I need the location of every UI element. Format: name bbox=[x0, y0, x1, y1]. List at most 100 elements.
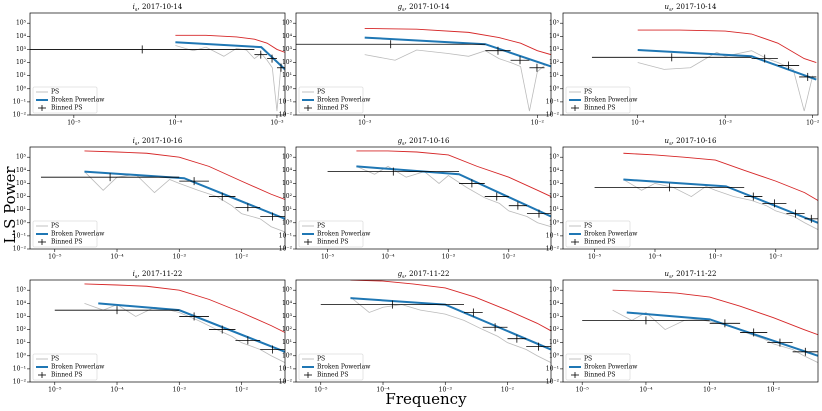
y-tick-label: 10³ bbox=[282, 313, 293, 320]
panel-title: gs, 2017-10-16 bbox=[398, 137, 450, 147]
legend-box bbox=[298, 86, 364, 114]
y-tick-label: 10⁻² bbox=[279, 379, 293, 386]
y-tick-label: 10² bbox=[282, 59, 293, 66]
y-tick-label: 10⁴ bbox=[282, 167, 293, 174]
panel: is, 2017-10-16 10⁻⁵ 10⁻⁴ 10⁻³ 10⁻² 10⁻² 10⁻¹ 10… bbox=[13, 137, 286, 261]
series-line bbox=[84, 150, 285, 200]
legend-label: Broken Powerlaw bbox=[317, 97, 371, 104]
y-tick-label: 10⁵ bbox=[16, 154, 27, 161]
x-tick-label: 10⁻² bbox=[769, 254, 783, 261]
y-tick-label: 10³ bbox=[549, 180, 560, 187]
x-tick-label: 10⁻² bbox=[502, 254, 516, 261]
y-tick-label: 10¹ bbox=[282, 72, 292, 79]
x-axis-label: Frequency bbox=[385, 390, 467, 408]
x-tick-label: 10⁻⁵ bbox=[588, 254, 602, 261]
panel-title: us, 2017-11-22 bbox=[665, 270, 717, 280]
plot-area bbox=[591, 29, 817, 112]
legend-label: Binned PS bbox=[51, 239, 83, 246]
legend-box bbox=[565, 86, 631, 114]
panel-title: is, 2017-10-14 bbox=[133, 3, 183, 13]
legend-box bbox=[32, 353, 98, 381]
y-tick-label: 10¹ bbox=[549, 72, 559, 79]
series-line bbox=[364, 49, 545, 112]
title-band: u bbox=[665, 3, 670, 11]
plot-area bbox=[296, 27, 551, 112]
legend-label: Binned PS bbox=[317, 239, 349, 246]
y-tick-label: 10⁻² bbox=[546, 379, 560, 386]
axes-frame bbox=[295, 279, 552, 383]
y-tick-label: 10⁰ bbox=[549, 85, 560, 92]
title-rest: , 2017-11-22 bbox=[672, 270, 717, 278]
y-tick-label: 10¹ bbox=[549, 339, 559, 346]
y-tick-label: 10⁴ bbox=[549, 300, 560, 307]
x-tick-label: 10⁻³ bbox=[173, 387, 187, 394]
y-tick-label: 10¹ bbox=[16, 339, 26, 346]
x-tick-label: 10⁻³ bbox=[358, 120, 372, 127]
legend-label: PS bbox=[51, 223, 59, 230]
y-tick-label: 10¹ bbox=[282, 339, 292, 346]
x-tick-label: 10⁻² bbox=[531, 120, 545, 127]
y-tick-label: 10⁴ bbox=[282, 300, 293, 307]
axes-frame bbox=[295, 12, 552, 116]
legend-label: Binned PS bbox=[51, 372, 83, 379]
title-sub: s bbox=[135, 141, 138, 147]
y-tick-label: 10³ bbox=[549, 313, 560, 320]
plot-area bbox=[594, 152, 818, 230]
panel: us, 2017-10-16 10⁻⁵ 10⁻⁴ 10⁻³ 10⁻² 10⁻² 10⁻¹ 10… bbox=[546, 137, 819, 261]
x-tick-label: 10⁻⁴ bbox=[631, 120, 645, 127]
y-tick-label: 10⁰ bbox=[16, 85, 27, 92]
axes-frame bbox=[562, 12, 819, 116]
y-tick-label: 10³ bbox=[549, 46, 560, 53]
x-tick-label: 10⁻³ bbox=[173, 254, 187, 261]
legend-label: Binned PS bbox=[584, 105, 616, 112]
x-tick-label: 10⁻⁴ bbox=[381, 254, 395, 261]
panel-title: us, 2017-10-16 bbox=[665, 137, 717, 147]
y-tick-label: 10² bbox=[549, 326, 560, 333]
x-tick-label: 10⁻³ bbox=[719, 120, 733, 127]
x-tick-label: 10⁻⁴ bbox=[639, 387, 653, 394]
series-line bbox=[637, 49, 817, 81]
x-tick-label: 10⁻³ bbox=[703, 387, 717, 394]
title-band: g bbox=[398, 3, 403, 11]
panel: gs, 2017-10-16 10⁻⁵ 10⁻⁴ 10⁻³ 10⁻² 10⁻² 10⁻¹ 10… bbox=[279, 137, 552, 261]
y-tick-label: 10² bbox=[549, 193, 560, 200]
legend-label: Broken Powerlaw bbox=[51, 231, 105, 238]
y-tick-label: 10⁵ bbox=[282, 20, 293, 27]
y-tick-label: 10⁰ bbox=[282, 85, 293, 92]
series-line bbox=[175, 41, 285, 71]
series-line bbox=[350, 280, 551, 332]
y-tick-label: 10¹ bbox=[549, 206, 559, 213]
series-line bbox=[623, 152, 818, 201]
panel: us, 2017-10-14 10⁻⁴ 10⁻³ 10⁻² 10⁻² 10⁻¹ 10⁰ 10¹… bbox=[546, 3, 820, 127]
y-tick-label: 10⁻¹ bbox=[546, 98, 559, 105]
y-tick-label: 10⁻² bbox=[13, 112, 27, 119]
x-tick-label: 10⁻³ bbox=[709, 254, 723, 261]
panel-title: gs, 2017-10-14 bbox=[398, 3, 450, 13]
axes-frame bbox=[295, 146, 552, 250]
series-line bbox=[623, 179, 818, 230]
axes-frame bbox=[29, 12, 286, 116]
x-tick-label: 10⁻⁴ bbox=[376, 387, 390, 394]
series-line bbox=[623, 178, 818, 224]
legend-label: PS bbox=[317, 223, 325, 230]
y-tick-label: 10² bbox=[282, 326, 293, 333]
title-band: g bbox=[398, 270, 403, 278]
panel-title: gs, 2017-11-22 bbox=[398, 270, 450, 280]
x-tick-label: 10⁻⁵ bbox=[321, 254, 335, 261]
legend-label: PS bbox=[584, 356, 592, 363]
y-tick-label: 10⁴ bbox=[549, 33, 560, 40]
title-rest: , 2017-11-22 bbox=[405, 270, 450, 278]
series-line bbox=[356, 150, 551, 197]
y-tick-label: 10¹ bbox=[16, 72, 26, 79]
title-band: u bbox=[665, 137, 670, 145]
y-tick-label: 10⁰ bbox=[549, 219, 560, 226]
y-tick-label: 10⁻² bbox=[13, 379, 27, 386]
x-tick-label: 10⁻⁵ bbox=[48, 387, 62, 394]
legend-label: PS bbox=[51, 89, 59, 96]
title-band: i bbox=[133, 137, 135, 145]
legend-label: Broken Powerlaw bbox=[51, 364, 105, 371]
series-line bbox=[350, 297, 551, 351]
title-rest: , 2017-11-22 bbox=[138, 270, 183, 278]
plot-area bbox=[40, 150, 285, 233]
